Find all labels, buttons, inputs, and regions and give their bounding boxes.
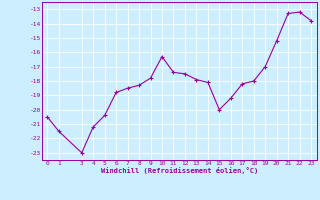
X-axis label: Windchill (Refroidissement éolien,°C): Windchill (Refroidissement éolien,°C)	[100, 167, 258, 174]
